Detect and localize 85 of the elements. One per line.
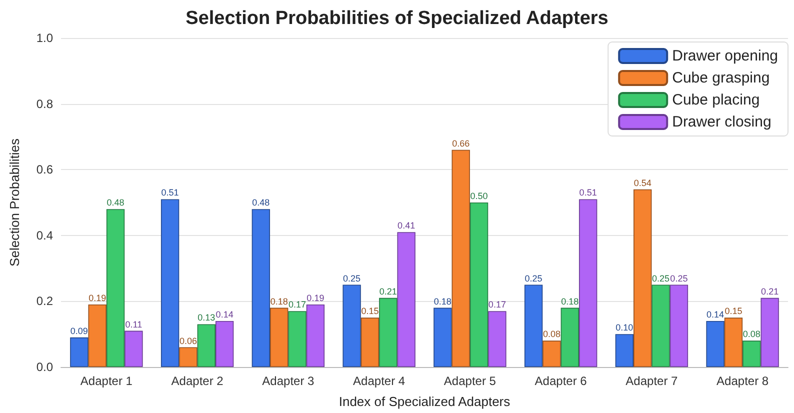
x-tick-label: Adapter 8 [716, 374, 769, 388]
data-label: 0.15 [724, 306, 742, 316]
bar [124, 330, 143, 367]
bar [488, 311, 506, 367]
bar [270, 308, 288, 367]
legend-label: Cube grasping [672, 70, 770, 86]
bar [670, 284, 688, 367]
data-label: 0.21 [379, 286, 397, 296]
bar [434, 308, 452, 367]
legend-label: Drawer closing [672, 114, 772, 130]
y-tick-label: 0.2 [36, 294, 54, 308]
data-label: 0.54 [634, 178, 652, 188]
bar [215, 320, 234, 367]
data-label: 0.09 [70, 326, 88, 336]
bar [397, 232, 416, 367]
bar [706, 320, 724, 367]
bar [724, 318, 743, 367]
data-label: 0.06 [179, 336, 197, 346]
bar [179, 347, 198, 367]
bar [524, 284, 543, 367]
bar [197, 324, 216, 367]
data-label: 0.17 [288, 300, 306, 310]
bar [306, 304, 325, 367]
bar [578, 199, 598, 367]
bar [542, 340, 561, 367]
y-axis-title: Selection Probabilities [7, 138, 22, 266]
bar [615, 334, 634, 367]
data-label: 0.48 [106, 198, 124, 208]
data-label: 0.19 [306, 292, 324, 303]
legend-label: Cube placing [672, 92, 760, 108]
x-tick-label: Adapter 4 [353, 374, 406, 388]
y-tick-label: 0.6 [36, 162, 54, 177]
data-label: 0.17 [488, 300, 506, 310]
data-label: 0.50 [470, 191, 488, 201]
data-label: 0.51 [161, 188, 179, 198]
bar [106, 209, 125, 367]
x-axis-title: Index of Specialized Adapters [338, 394, 511, 409]
data-label: 0.08 [542, 329, 560, 340]
chart-title: Selection Probabilities of Specialized Adapters [186, 8, 608, 29]
data-label: 0.10 [616, 322, 634, 333]
bar [742, 340, 761, 367]
x-tick-label: Adapter 6 [534, 374, 588, 388]
data-label: 0.18 [270, 296, 288, 306]
data-label: 0.11 [125, 319, 142, 330]
y-tick-label: 0.0 [36, 360, 54, 374]
bar [634, 189, 652, 367]
bar [560, 308, 579, 367]
y-tick-label: 0.8 [36, 96, 54, 111]
bar [88, 304, 106, 367]
y-tick-label: 0.4 [36, 228, 54, 242]
data-label: 0.14 [216, 309, 234, 320]
bar [70, 337, 88, 367]
data-label: 0.25 [343, 273, 361, 284]
bar [288, 311, 306, 367]
bar [342, 284, 361, 367]
bar [160, 199, 180, 367]
bar [360, 318, 380, 367]
bar [452, 150, 470, 367]
x-tick-label: Adapter 5 [444, 374, 496, 388]
legend-label: Drawer opening [672, 48, 778, 64]
data-label: 0.25 [670, 273, 688, 284]
bar [470, 202, 488, 367]
x-tick-label: Adapter 3 [262, 374, 315, 388]
data-label: 0.19 [88, 292, 106, 303]
data-label: 0.21 [761, 286, 779, 296]
data-label: 0.15 [361, 306, 379, 316]
y-tick-label: 1.0 [36, 31, 54, 45]
x-tick-label: Adapter 1 [80, 374, 133, 388]
bar [652, 284, 670, 367]
bar [252, 209, 270, 367]
data-label: 0.13 [198, 312, 216, 323]
bar [760, 298, 779, 367]
data-label: 0.66 [452, 138, 470, 148]
data-label: 0.14 [706, 309, 724, 320]
data-label: 0.08 [742, 329, 760, 340]
bar [379, 298, 398, 367]
data-label: 0.48 [252, 198, 270, 208]
data-label: 0.41 [398, 220, 416, 231]
data-label: 0.18 [434, 296, 452, 306]
x-tick-label: Adapter 7 [626, 374, 678, 388]
data-label: 0.25 [524, 273, 542, 284]
data-label: 0.51 [579, 188, 597, 198]
data-label: 0.18 [561, 296, 579, 306]
data-label: 0.25 [652, 273, 670, 284]
x-tick-label: Adapter 2 [171, 374, 224, 388]
